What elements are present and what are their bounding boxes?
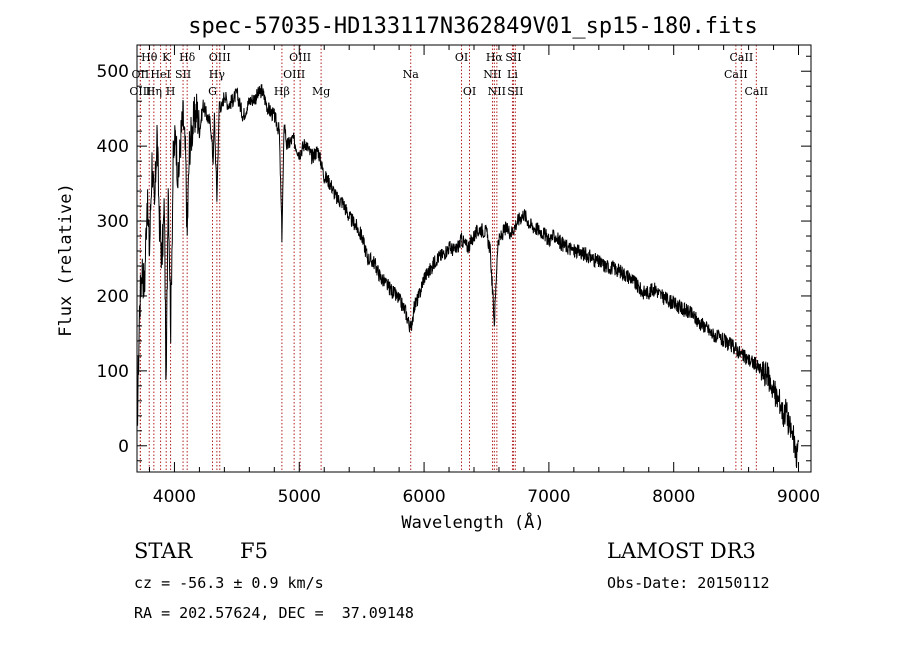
spectral-line-label: OIII	[289, 51, 311, 64]
spectral-line-label: SII	[175, 68, 191, 81]
y-tick-label: 0	[118, 437, 129, 457]
survey-name: LAMOST DR3	[607, 539, 756, 563]
spectral-line-label: OIII	[283, 68, 305, 81]
spectral-line-label: OI	[455, 51, 468, 64]
spectral-line-label: G	[208, 85, 217, 98]
y-tick-label: 200	[97, 287, 129, 307]
x-tick-label: 8000	[652, 487, 695, 507]
x-axis: 4000 5000 6000 7000 8000 9000	[148, 45, 820, 507]
y-axis-title: Flux (relative)	[56, 183, 76, 337]
plot-frame	[136, 44, 812, 473]
y-tick-label: 400	[97, 137, 129, 157]
x-tick-label: 7000	[527, 487, 570, 507]
spectral-line-label: OIII	[129, 85, 151, 98]
y-tick-label: 500	[97, 62, 129, 82]
x-tick-label: 4000	[153, 487, 196, 507]
spectral-line-label: Hδ	[179, 51, 196, 64]
spectral-line-label: H	[166, 85, 176, 98]
spectral-line-label: CaII	[730, 51, 754, 64]
redshift-text: cz = -56.3 ± 0.9 km/s	[134, 574, 324, 592]
chart-title: spec-57035-HD133117N362849V01_sp15-180.f…	[188, 14, 758, 39]
spectral-line-label: Hα	[486, 51, 504, 64]
spectral-line-label: Hθ	[141, 51, 158, 64]
spectral-line-label: SII	[507, 85, 523, 98]
x-tick-label: 9000	[777, 487, 820, 507]
y-tick-label: 100	[97, 362, 129, 382]
spectral-line-label: CaII	[744, 85, 768, 98]
spectral-line-label: OII	[132, 68, 150, 81]
spectrum-line	[136, 84, 799, 468]
spectral-line-label: Li	[507, 68, 518, 81]
spectral-line-label: Mg	[312, 85, 330, 98]
object-type: STAR	[134, 539, 193, 563]
spectral-line-label: SII	[505, 51, 521, 64]
spectrum-layer	[136, 84, 799, 468]
spectral-line-label: OI	[463, 85, 476, 98]
spectral-line-label: NII	[488, 85, 506, 98]
spectral-line-label: K	[162, 51, 171, 64]
x-tick-label: 6000	[402, 487, 445, 507]
spectral-line-label: HeI	[150, 68, 170, 81]
spectral-line-label: Hη	[146, 85, 162, 98]
x-axis-title: Wavelength (Å)	[401, 511, 544, 533]
spectral-line-label: Hγ	[209, 68, 226, 81]
object-subclass: F5	[240, 539, 268, 563]
spectral-line-label: OIII	[209, 51, 231, 64]
spectral-line-label: CaII	[724, 68, 748, 81]
coordinates-text: RA = 202.57624, DEC = 37.09148	[134, 604, 414, 622]
obs-date-text: Obs-Date: 20150112	[607, 574, 770, 592]
spectral-line-label: NII	[483, 68, 501, 81]
spectral-line-label: Na	[403, 68, 420, 81]
spectral-line-markers	[139, 45, 757, 472]
y-axis: 0 100 200 300 400 500	[97, 55, 811, 462]
y-tick-label: 300	[97, 212, 129, 232]
spectral-line-label: Hβ	[274, 85, 290, 98]
x-tick-label: 5000	[278, 487, 321, 507]
